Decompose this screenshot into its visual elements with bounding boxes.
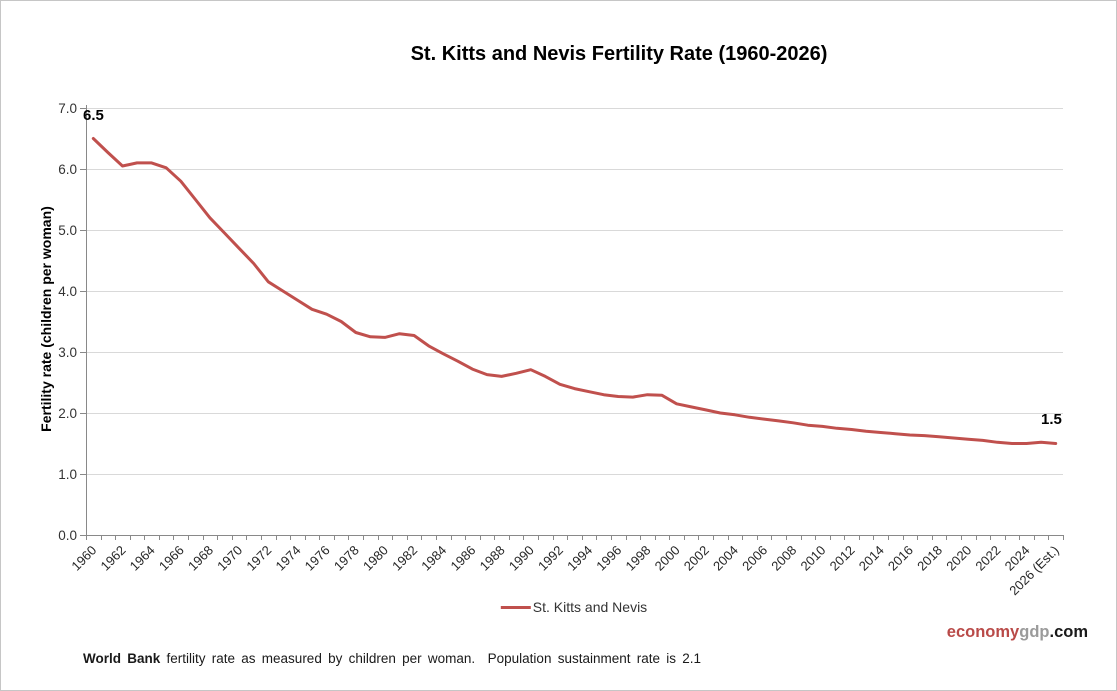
x-tick-label: 2020 — [943, 543, 974, 574]
y-tick-label: 5.0 — [58, 223, 77, 238]
last-point-data-label: 1.5 — [1041, 411, 1062, 428]
x-tick-label: 2012 — [827, 543, 858, 574]
x-tick-label: 2004 — [710, 543, 741, 574]
x-tick-label: 1994 — [564, 543, 595, 574]
x-tick-label: 1982 — [389, 543, 420, 574]
x-tick-label: 1962 — [98, 543, 129, 574]
site-watermark: economygdp.com — [947, 623, 1088, 642]
chart-title: St. Kitts and Nevis Fertility Rate (1960… — [410, 43, 828, 65]
watermark-gdp: gdp — [1019, 623, 1050, 641]
x-tick-label: 1968 — [185, 543, 216, 574]
x-tick-label: 1972 — [243, 543, 274, 574]
x-tick-label: 1990 — [506, 543, 537, 574]
y-tick-label: 2.0 — [58, 406, 77, 421]
footnote-source-name: World Bank — [83, 651, 161, 666]
x-tick-label: 1980 — [360, 543, 391, 574]
x-tick-label: 2016 — [885, 543, 916, 574]
x-tick-label: 2008 — [768, 543, 799, 574]
footnote-text: fertility rate as measured by children p… — [160, 651, 702, 666]
x-tick-label: 1998 — [622, 543, 653, 574]
first-point-data-label: 6.5 — [83, 107, 104, 124]
legend-line-swatch-icon — [500, 605, 531, 609]
x-tick-label: 1996 — [593, 543, 624, 574]
legend-series-label: St. Kitts and Nevis — [532, 599, 648, 615]
x-tick-label: 2018 — [914, 543, 945, 574]
x-tick-label: 1970 — [214, 543, 245, 574]
x-tick-label: 1964 — [127, 543, 158, 574]
x-tick-label: 1986 — [447, 543, 478, 574]
y-tick-label: 3.0 — [58, 345, 77, 360]
x-tick-label: 2014 — [856, 543, 887, 574]
x-tick-label: 1974 — [273, 543, 304, 574]
x-tick-label: 1992 — [535, 543, 566, 574]
legend: St. Kitts and Nevis — [500, 599, 648, 615]
x-tick-label: 2022 — [972, 543, 1003, 574]
source-footnote: World Bank fertility rate as measured by… — [83, 651, 701, 666]
x-tick-label: 1966 — [156, 543, 187, 574]
watermark-com: .com — [1049, 623, 1088, 641]
x-tick-label: 2002 — [681, 543, 712, 574]
y-tick-label: 0.0 — [58, 528, 77, 543]
x-tick-label: 2000 — [652, 543, 683, 574]
x-tick-label: 2010 — [797, 543, 828, 574]
x-tick-label: 2006 — [739, 543, 770, 574]
x-tick-label: 1984 — [418, 543, 449, 574]
y-tick-label: 6.0 — [58, 162, 77, 177]
x-tick-label: 1988 — [477, 543, 508, 574]
fertility-rate-line — [91, 137, 1058, 445]
x-tick-label: 1976 — [302, 543, 333, 574]
x-tick-label: 1960 — [68, 543, 99, 574]
watermark-economy: economy — [946, 623, 1020, 641]
y-tick-label: 4.0 — [58, 284, 77, 299]
y-tick-label: 7.0 — [58, 101, 77, 116]
y-tick-label: 1.0 — [58, 467, 77, 482]
x-tick-label: 1978 — [331, 543, 362, 574]
